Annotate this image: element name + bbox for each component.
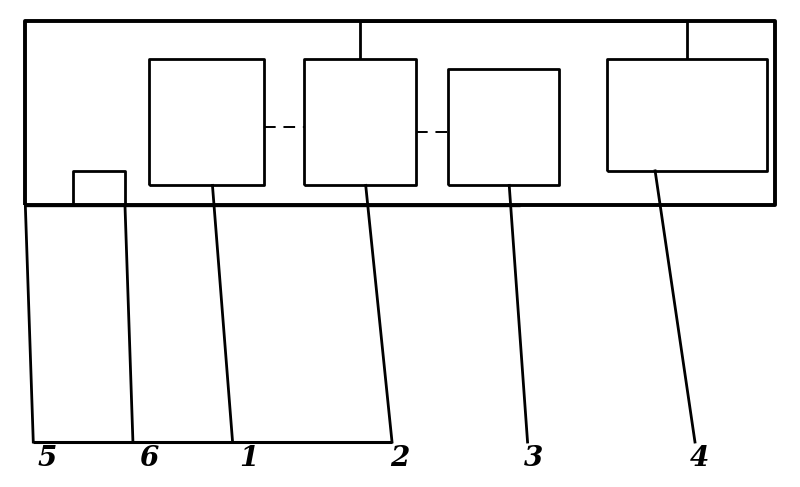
Text: 1: 1: [239, 446, 258, 472]
Text: 5: 5: [38, 446, 58, 472]
Text: 3: 3: [524, 446, 543, 472]
Text: 4: 4: [690, 446, 710, 472]
Text: 6: 6: [139, 446, 158, 472]
Text: 2: 2: [390, 446, 410, 472]
